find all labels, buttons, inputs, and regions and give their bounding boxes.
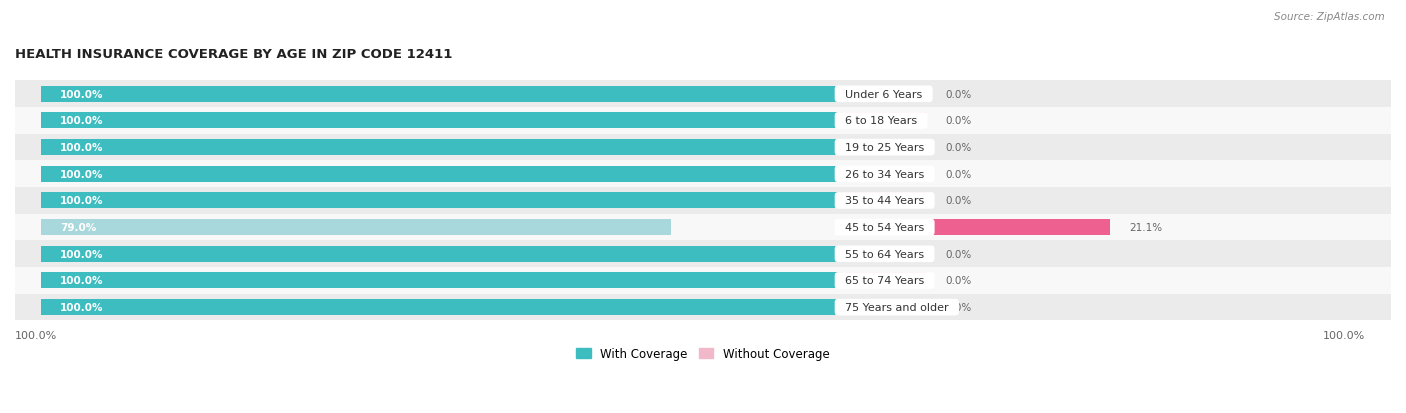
Text: 100.0%: 100.0% <box>60 302 104 312</box>
Text: 6 to 18 Years: 6 to 18 Years <box>838 116 924 126</box>
Bar <box>838 246 927 262</box>
Bar <box>41 299 838 316</box>
Text: 79.0%: 79.0% <box>60 223 96 233</box>
Text: 55 to 64 Years: 55 to 64 Years <box>838 249 931 259</box>
Text: 100.0%: 100.0% <box>60 90 104 100</box>
Text: 100.0%: 100.0% <box>60 196 104 206</box>
Text: 0.0%: 0.0% <box>945 90 972 100</box>
Text: 100.0%: 100.0% <box>60 276 104 286</box>
Bar <box>41 166 838 183</box>
Bar <box>41 87 838 102</box>
Bar <box>15 214 1391 241</box>
Text: 100.0%: 100.0% <box>60 116 104 126</box>
Bar <box>15 108 1391 135</box>
Text: 35 to 44 Years: 35 to 44 Years <box>838 196 931 206</box>
Bar <box>15 294 1391 321</box>
Text: 100.0%: 100.0% <box>1323 330 1365 340</box>
Text: 19 to 25 Years: 19 to 25 Years <box>838 143 931 153</box>
Bar <box>41 140 838 156</box>
Text: 100.0%: 100.0% <box>60 143 104 153</box>
Text: Source: ZipAtlas.com: Source: ZipAtlas.com <box>1274 12 1385 22</box>
Bar <box>41 193 838 209</box>
Bar <box>41 220 671 235</box>
Text: 45 to 54 Years: 45 to 54 Years <box>838 223 931 233</box>
Text: 0.0%: 0.0% <box>945 249 972 259</box>
Text: 65 to 74 Years: 65 to 74 Years <box>838 276 931 286</box>
Bar <box>15 161 1391 188</box>
Bar <box>41 273 838 289</box>
Bar <box>838 220 1109 235</box>
Bar <box>15 241 1391 268</box>
Text: 0.0%: 0.0% <box>945 276 972 286</box>
Bar <box>15 81 1391 108</box>
Bar <box>41 246 838 262</box>
Text: 0.0%: 0.0% <box>945 302 972 312</box>
Bar <box>838 87 927 102</box>
Bar <box>838 193 927 209</box>
Bar <box>15 135 1391 161</box>
Text: 75 Years and older: 75 Years and older <box>838 302 956 312</box>
Text: 0.0%: 0.0% <box>945 143 972 153</box>
Legend: With Coverage, Without Coverage: With Coverage, Without Coverage <box>572 343 834 365</box>
Bar <box>838 140 927 156</box>
Text: 0.0%: 0.0% <box>945 196 972 206</box>
Bar <box>838 166 927 183</box>
Text: Under 6 Years: Under 6 Years <box>838 90 929 100</box>
Text: 21.1%: 21.1% <box>1129 223 1163 233</box>
Text: 100.0%: 100.0% <box>60 249 104 259</box>
Bar <box>15 268 1391 294</box>
Text: 0.0%: 0.0% <box>945 169 972 179</box>
Bar <box>838 299 927 316</box>
Bar <box>41 113 838 129</box>
Bar <box>838 273 927 289</box>
Text: 100.0%: 100.0% <box>15 330 58 340</box>
Text: 0.0%: 0.0% <box>945 116 972 126</box>
Text: 26 to 34 Years: 26 to 34 Years <box>838 169 931 179</box>
Text: 100.0%: 100.0% <box>60 169 104 179</box>
Text: HEALTH INSURANCE COVERAGE BY AGE IN ZIP CODE 12411: HEALTH INSURANCE COVERAGE BY AGE IN ZIP … <box>15 48 453 61</box>
Bar <box>15 188 1391 214</box>
Bar <box>838 113 927 129</box>
